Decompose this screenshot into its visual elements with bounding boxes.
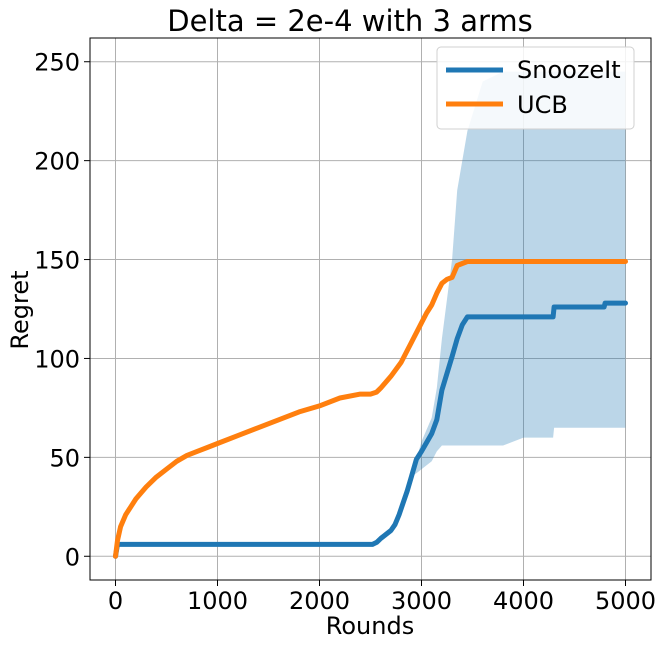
legend-label-ucb: UCB [517, 91, 568, 119]
x-tick-label: 3000 [391, 587, 452, 615]
y-axis-label: Regret [6, 270, 34, 349]
x-tick-label: 1000 [187, 587, 248, 615]
series-line-ucb [113, 259, 628, 559]
x-tick-label: 5000 [595, 587, 656, 615]
confidence-bands [115, 71, 626, 557]
legend: SnoozeIt UCB [436, 46, 635, 130]
x-axis-label: Rounds [326, 612, 414, 640]
y-tick-label: 100 [34, 345, 80, 373]
y-tick-label: 200 [34, 148, 80, 176]
x-tick-label: 4000 [493, 587, 554, 615]
y-tick-label: 250 [34, 49, 80, 77]
y-tick-label: 0 [65, 543, 80, 571]
legend-label-snoozeit: SnoozeIt [517, 56, 621, 84]
y-tick-label: 50 [49, 444, 80, 472]
tick-labels: 0 1000 2000 3000 4000 5000 0 50 100 150 200 250 [34, 49, 656, 615]
series-line-snoozeit [113, 300, 628, 559]
chart-title: Delta = 2e-4 with 3 arms [167, 4, 533, 38]
x-tick-label: 2000 [289, 587, 350, 615]
x-tick-label: 0 [108, 587, 123, 615]
band-snoozeit [115, 71, 626, 557]
series-lines [113, 259, 628, 559]
plot-frame [89, 37, 652, 581]
y-tick-label: 150 [34, 247, 80, 275]
